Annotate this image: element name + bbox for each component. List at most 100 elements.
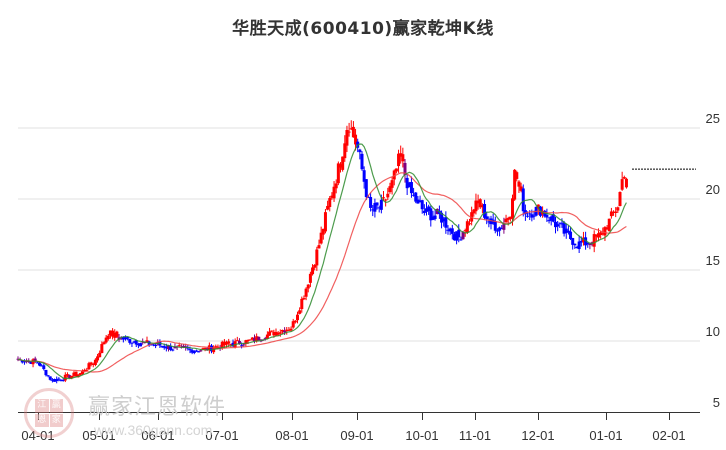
candle [300, 296, 304, 313]
x-tick-label: 06-01 [141, 428, 175, 443]
candle [612, 210, 616, 216]
candle [401, 147, 405, 168]
candle [407, 181, 411, 188]
candle [296, 311, 299, 324]
candle [235, 336, 239, 342]
candle [382, 191, 385, 201]
y-tick-label: 15 [705, 253, 720, 268]
x-tick-label: 10-01 [405, 428, 439, 443]
y-tick-label: 5 [712, 395, 720, 410]
candle [485, 212, 489, 225]
candle [470, 206, 474, 226]
candle [336, 161, 340, 186]
candle [328, 196, 332, 212]
candle [96, 353, 100, 363]
candle [270, 330, 274, 333]
candle [89, 361, 93, 367]
candle [293, 320, 297, 324]
candle [33, 356, 37, 364]
candle [435, 208, 439, 215]
candle [330, 192, 334, 200]
candle [399, 145, 403, 164]
candle [87, 361, 91, 370]
candle [371, 204, 375, 217]
candle [624, 177, 628, 189]
candle [620, 171, 624, 191]
x-tick-label: 08-01 [275, 428, 309, 443]
candle [171, 348, 175, 352]
candle [558, 222, 562, 228]
candle [564, 223, 568, 239]
candle [362, 166, 366, 189]
candle [472, 208, 476, 217]
candle [74, 371, 78, 378]
candle [474, 193, 478, 215]
candle [50, 378, 54, 383]
chart-title: 华胜天成(600410)赢家乾坤K线 [232, 19, 494, 39]
candle [405, 174, 409, 196]
candle [302, 295, 306, 301]
y-tick-label: 10 [705, 324, 720, 339]
candle [386, 187, 390, 201]
candle [63, 372, 67, 383]
candle [42, 363, 46, 371]
candle [291, 318, 295, 329]
candle [592, 230, 596, 253]
candle [132, 340, 136, 344]
candle [22, 359, 26, 365]
candle [250, 337, 254, 341]
candle [323, 208, 327, 234]
candle [616, 206, 620, 213]
candle [345, 125, 349, 153]
candle [194, 349, 198, 352]
candle [274, 328, 278, 337]
candle [431, 210, 435, 221]
candle [298, 307, 302, 315]
candle [414, 192, 418, 204]
candle [446, 225, 450, 235]
candle [197, 350, 201, 353]
candle [547, 217, 551, 224]
candle [31, 358, 35, 368]
candle [478, 198, 482, 209]
candle [369, 192, 373, 212]
candle [93, 358, 97, 367]
watermark-logo-char: 家 [49, 413, 63, 427]
candle [504, 214, 508, 223]
candle [46, 375, 50, 378]
candle [136, 342, 140, 349]
candle [257, 336, 261, 341]
candle [618, 191, 622, 207]
candle [343, 135, 347, 162]
candle [126, 336, 130, 341]
candle [311, 264, 315, 276]
candle [192, 350, 196, 355]
candle [468, 218, 471, 226]
candle [360, 151, 364, 171]
candle [465, 219, 469, 235]
candle [459, 236, 463, 241]
candle [573, 243, 577, 249]
candle [375, 202, 379, 210]
candle [349, 120, 353, 131]
x-tick-label: 05-01 [82, 428, 116, 443]
candle [72, 371, 76, 378]
watermark-logo-char: 江 [35, 399, 49, 413]
watermark-brand: 赢家江恩软件 [88, 395, 227, 420]
candle [452, 231, 456, 241]
candle [575, 245, 579, 249]
candle [268, 327, 272, 336]
candle [377, 205, 381, 213]
candle [354, 128, 358, 151]
candle [562, 220, 566, 237]
candle [351, 121, 355, 138]
candle [545, 208, 549, 222]
candle [422, 204, 426, 216]
candle [151, 344, 155, 347]
candle [444, 211, 448, 234]
candle [285, 327, 289, 335]
candle [57, 377, 61, 382]
candle [65, 372, 69, 378]
candle [420, 199, 424, 214]
